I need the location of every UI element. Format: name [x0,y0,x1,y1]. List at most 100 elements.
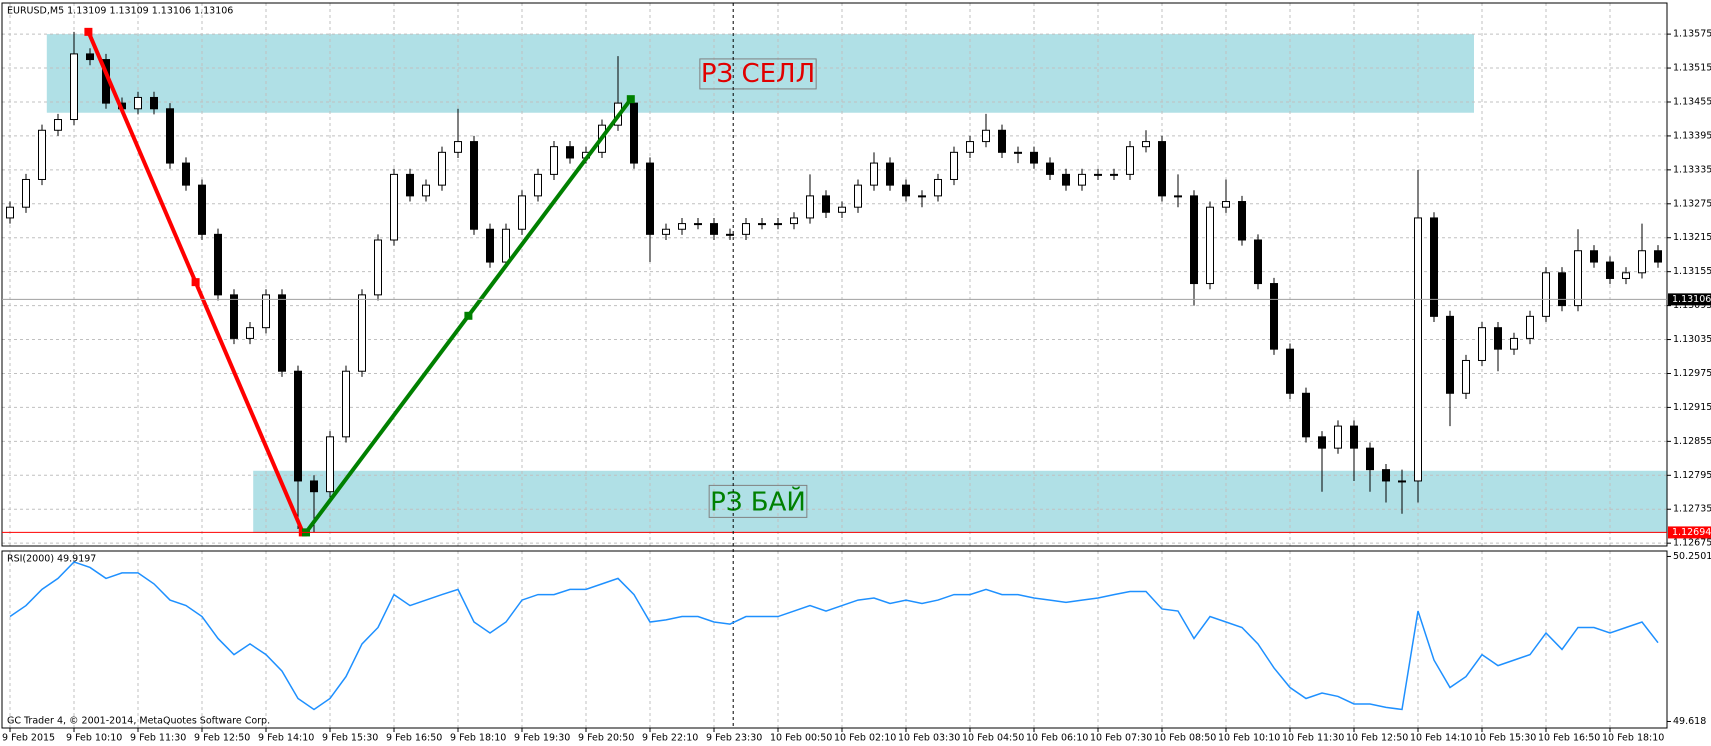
price-label: 1.12694 [1672,527,1711,538]
zone-label: РЗ БАЙ [710,485,806,517]
candle-body [1190,195,1198,285]
candle-body [678,223,686,230]
candle-body [710,223,718,235]
y-tick-label: 1.12675 [1673,538,1711,549]
candle-body [934,178,942,197]
candle-body [1094,173,1102,176]
trend-handle [84,27,93,36]
candle-body [646,162,654,235]
candle-body [838,206,846,213]
candle-body [1558,272,1566,307]
candle-body [310,480,318,493]
zone-label: РЗ СЕЛЛ [701,59,815,89]
x-tick-label: 10 Feb 03:30 [898,733,960,744]
candle-body [774,223,782,226]
candle-body [534,173,542,197]
candle-body [1574,250,1582,307]
y-tick-label: 49.618 [1673,716,1706,727]
candle-body [918,195,926,198]
candle-body [1622,272,1630,279]
candle-body [1238,201,1246,241]
y-tick-label: 1.13395 [1673,130,1711,141]
candle-body [726,233,734,236]
candle-body [822,195,830,213]
candle-body [54,119,62,131]
candle-body [1030,151,1038,164]
y-tick-label: 1.13275 [1673,198,1711,209]
candle-body [1158,141,1166,197]
y-tick-label: 1.12735 [1673,504,1711,515]
candle-body [502,228,510,263]
y-tick-label: 1.12855 [1673,436,1711,447]
candle-body [902,184,910,197]
price-label-bg [1668,293,1711,306]
x-tick-label: 9 Feb 15:30 [322,733,378,744]
candle-body [438,151,446,186]
candle-body [294,370,302,482]
candle-body [1302,392,1310,438]
y-tick-label: 50.2501 [1673,551,1711,562]
candle-body [518,195,526,230]
x-tick-label: 9 Feb 23:30 [706,733,762,744]
y-tick-label: 1.13215 [1673,232,1711,243]
candle-body [326,436,334,493]
x-tick-label: 9 Feb 16:50 [386,733,442,744]
candle-body [70,53,78,121]
candle-body [1366,447,1374,471]
candle-body [1510,337,1518,350]
candle-body [86,53,94,61]
candle-body [1526,315,1534,339]
candle-body [1014,151,1022,154]
candle-body [550,146,558,175]
candle-body [966,141,974,153]
candle-body [630,102,638,164]
x-tick-label: 9 Feb 2015 [2,733,55,744]
candle-body [1494,327,1502,350]
x-tick-label: 9 Feb 11:30 [130,733,186,744]
x-tick-label: 10 Feb 14:10 [1410,733,1472,744]
candle-body [246,327,254,339]
candle-body [1318,436,1326,449]
candle-body [806,195,814,219]
candle-body [470,141,478,230]
y-tick-label: 1.13155 [1673,266,1711,277]
candle-body [262,294,270,329]
candle-body [1270,283,1278,350]
rsi-line [9,561,1659,711]
candle-body [1542,272,1550,317]
price-label: 1.13106 [1672,294,1711,305]
candle-body [1334,425,1342,449]
x-tick-label: 9 Feb 14:10 [258,733,314,744]
candle-body [742,223,750,235]
candle-body [870,162,878,186]
candle-body [6,206,14,219]
zone-label-box [699,58,817,90]
trend-handle [464,311,473,320]
x-tick-label: 9 Feb 18:10 [450,733,506,744]
candle-body [182,162,190,186]
candle-body [150,96,158,110]
x-tick-label: 10 Feb 10:10 [1218,733,1280,744]
candle-body [38,129,46,180]
y-tick-label: 1.12795 [1673,470,1711,481]
main-panel-frame [1,2,1668,547]
x-tick-label: 10 Feb 06:10 [1026,733,1088,744]
candle-body [662,228,670,235]
candle-body [1638,250,1646,274]
candle-body [1654,250,1662,263]
y-tick-label: 1.12975 [1673,368,1711,379]
candle-body [422,184,430,197]
candle-body [1110,173,1118,176]
y-tick-label: 1.13455 [1673,96,1711,107]
y-tick-label: 1.13035 [1673,334,1711,345]
candle-body [1590,250,1598,263]
candle-body [1462,359,1470,394]
y-tick-label: 1.12915 [1673,402,1711,413]
candle-body [950,151,958,180]
candle-body [998,129,1006,153]
y-tick-label: 1.13515 [1673,63,1711,74]
candle-body [758,223,766,226]
candle-body [1430,217,1438,317]
x-tick-label: 10 Feb 04:50 [962,733,1024,744]
